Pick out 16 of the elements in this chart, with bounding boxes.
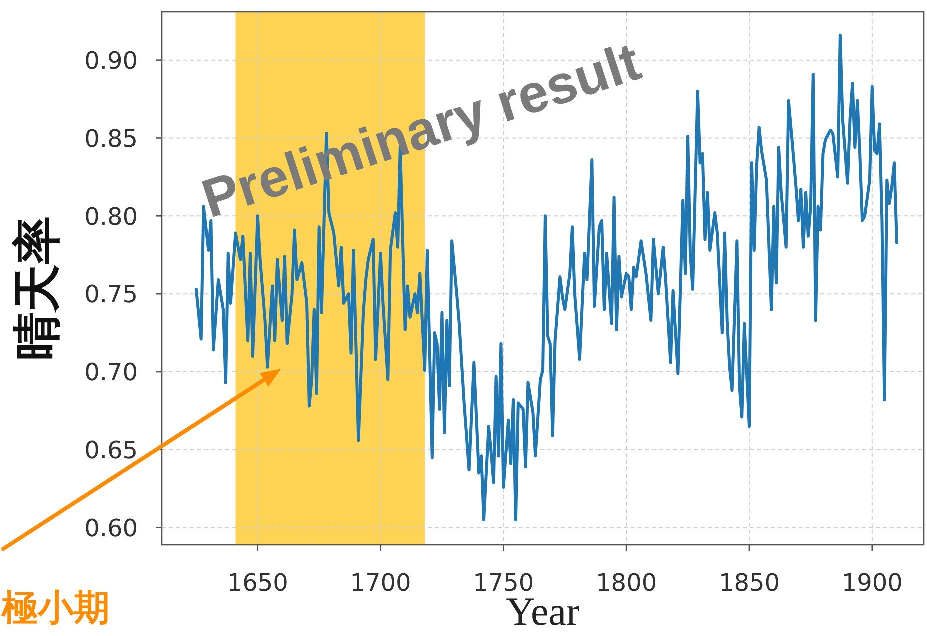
y-tick-label: 0.65 xyxy=(84,436,138,465)
y-tick-label: 0.70 xyxy=(84,358,138,387)
y-tick-label: 0.60 xyxy=(84,514,138,542)
x-tick-label: 1700 xyxy=(350,569,412,597)
band-label: 極小期 xyxy=(1,588,110,629)
x-tick-label: 1900 xyxy=(842,569,903,597)
line-series xyxy=(194,34,898,522)
y-tick-label: 0.90 xyxy=(84,46,138,75)
y-tick-label: 0.85 xyxy=(84,124,138,153)
x-tick-label: 1750 xyxy=(473,569,534,597)
y-axis-title: 晴天率 xyxy=(9,216,66,360)
x-tick-label: 1650 xyxy=(227,569,288,597)
y-tick-label: 0.75 xyxy=(84,280,138,309)
x-tick-label: 1800 xyxy=(596,569,658,597)
x-tick-label: 1850 xyxy=(718,569,780,597)
y-tick-label: 0.80 xyxy=(84,202,138,231)
